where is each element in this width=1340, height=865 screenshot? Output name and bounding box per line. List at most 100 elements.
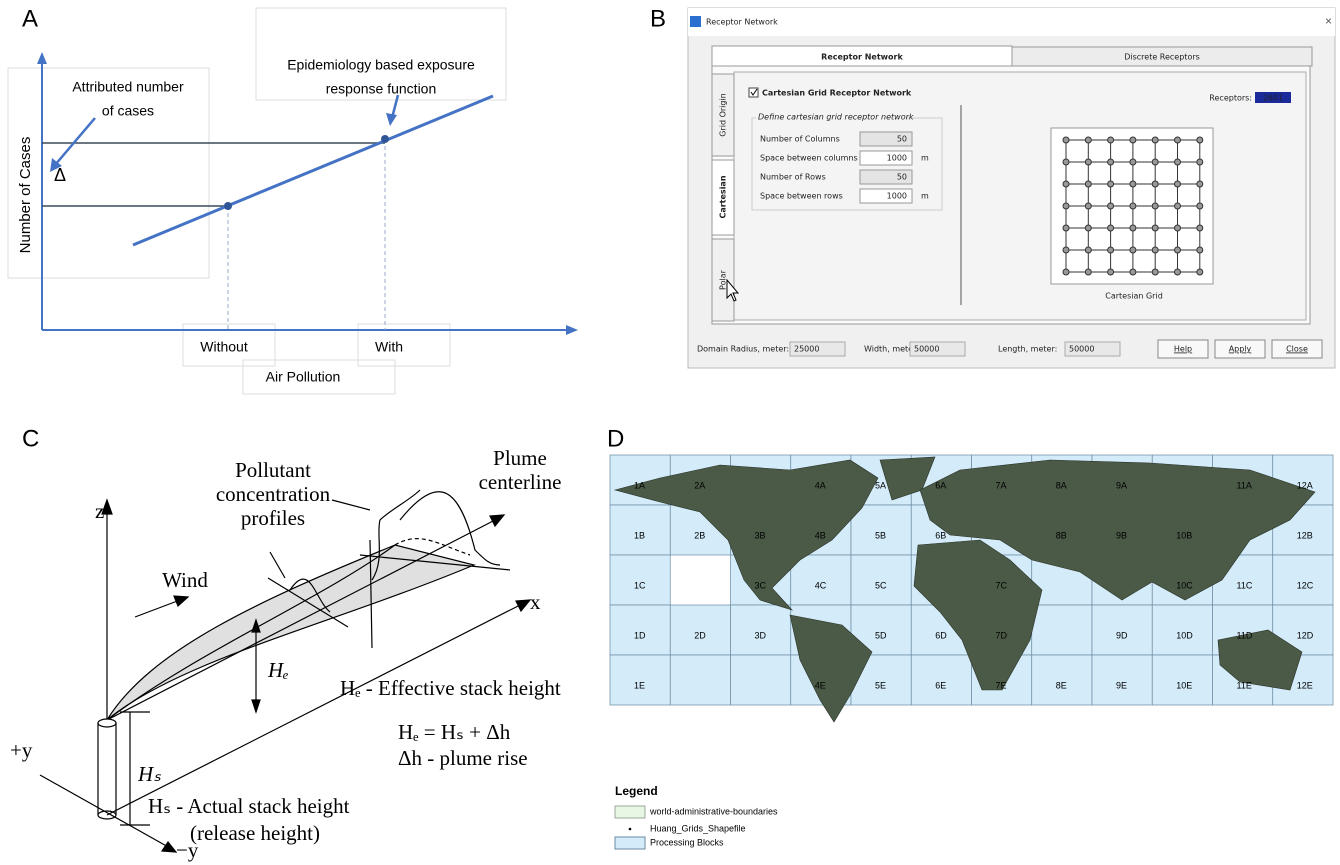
- receptor: [1196, 202, 1204, 210]
- profile: [289, 578, 331, 613]
- arrow: [489, 514, 506, 528]
- processing-block: [1151, 654, 1213, 706]
- receptor: [1174, 136, 1181, 144]
- point: [224, 202, 232, 210]
- receptor: [1129, 246, 1137, 254]
- side-tab: [711, 73, 735, 157]
- processing-block: [850, 504, 912, 556]
- receptor: [1084, 180, 1092, 188]
- receptor: [1174, 224, 1181, 232]
- footer-box: [909, 341, 966, 357]
- cell-label: 3C: [755, 580, 767, 590]
- receptor: [1084, 136, 1092, 144]
- receptor: [1107, 180, 1115, 188]
- field-label: Number of Rows: [760, 173, 826, 182]
- button[interactable]: [1271, 339, 1323, 359]
- cell-label: 1B: [634, 530, 645, 540]
- button-label[interactable]: Close: [1286, 345, 1308, 354]
- cell-label: 2D: [694, 630, 706, 640]
- label: Plume: [493, 446, 547, 470]
- receptor: [1151, 246, 1159, 254]
- window-title: Receptor Network: [706, 18, 778, 27]
- cell-label: 8E: [1056, 680, 1067, 690]
- cell-label: 5B: [875, 530, 886, 540]
- button-label[interactable]: Help: [1174, 345, 1192, 354]
- receptors-value: 2601: [1263, 94, 1283, 103]
- legend-title: Legend: [615, 784, 658, 798]
- cell-label: 9D: [1116, 630, 1128, 640]
- arrow: [251, 618, 261, 633]
- group-label: Define cartesian grid receptor network: [758, 113, 914, 122]
- receptor: [1084, 202, 1092, 210]
- frame: [7, 67, 210, 279]
- processing-block: [609, 604, 671, 656]
- cell-label: 6B: [935, 530, 946, 540]
- panel-c: C z x Pollutant concentration profiles P…: [10, 425, 561, 861]
- processing-block: [1031, 654, 1093, 706]
- centerline: [106, 519, 496, 721]
- receptor: [1196, 180, 1204, 188]
- cell-label: 4E: [815, 680, 826, 690]
- stack-base: [97, 810, 117, 820]
- cell-label: 11D: [1237, 630, 1253, 640]
- caption: Cartesian Grid: [1105, 292, 1163, 301]
- cell-label: 10E: [1176, 680, 1192, 690]
- cell-label: 6A: [935, 480, 946, 490]
- cell-label: 12D: [1297, 630, 1314, 640]
- receptor: [1062, 268, 1070, 276]
- fields: Number of Columns 50 Space between columns…: [760, 131, 929, 204]
- cursor: [726, 278, 740, 302]
- north-america: [613, 459, 879, 611]
- arrow: [173, 595, 190, 608]
- tab-label: Discrete Receptors: [1124, 53, 1200, 62]
- field-label: Number of Columns: [760, 135, 840, 144]
- cell-labels: 1A 2A 4A 5A 6A 7A 8A 9A 11A 12A 1B 2B 3B 4B 5B 6B 8B 9B 10…: [634, 480, 1314, 690]
- cell-label: 11E: [1237, 680, 1252, 690]
- processing-block: [669, 654, 731, 706]
- panel-d: D 1A 2A 4A 5A 6A 7A 8A 9A 11A 12A 1B 2B 3B 4B 5B 6B 8B 9B…: [607, 425, 1334, 850]
- button[interactable]: [1214, 339, 1266, 359]
- cell-label: 10B: [1176, 530, 1192, 540]
- processing-block: [609, 554, 671, 606]
- profile: [394, 538, 471, 556]
- cell-label: 2B: [694, 530, 705, 540]
- cell-label: 7E: [996, 680, 1007, 690]
- receptor: [1129, 202, 1137, 210]
- frame: [182, 323, 276, 367]
- frame: [242, 359, 396, 395]
- receptor: [1151, 268, 1159, 276]
- button[interactable]: [1157, 339, 1209, 359]
- field-box: [859, 131, 913, 147]
- cell-label: 5A: [875, 480, 886, 490]
- side-tab-label: Polar: [719, 269, 728, 290]
- receptor: [1151, 224, 1159, 232]
- label: Δh - plume rise: [398, 746, 528, 770]
- x-tick-label: With: [375, 339, 403, 355]
- axis-label: x: [530, 590, 541, 614]
- africa: [913, 539, 1043, 691]
- footer-value: 50000: [1069, 345, 1094, 354]
- point: [381, 135, 389, 143]
- shape: [39, 489, 532, 853]
- axis-label: −y: [176, 838, 199, 862]
- profile-axis: [369, 539, 373, 649]
- label: Receptors:: [1209, 94, 1252, 103]
- x-tick-label: Without: [200, 339, 248, 355]
- button-label[interactable]: Apply: [1229, 345, 1252, 354]
- cell-label: 1C: [634, 580, 646, 590]
- processing-block: [790, 554, 852, 606]
- side-tab-label: Grid Origin: [719, 93, 728, 137]
- tab-label: Receptor Network: [821, 53, 903, 62]
- label: Hₛ: [137, 762, 161, 786]
- receptor: [1107, 202, 1115, 210]
- cell-label: 1A: [634, 480, 645, 490]
- footer-value: 25000: [794, 345, 819, 354]
- receptor: [1084, 246, 1092, 254]
- cell-label: 8A: [1056, 480, 1067, 490]
- legend-swatch: [614, 836, 646, 850]
- footer: Domain Radius, meter: 25000 Width, meter:5…: [697, 339, 1323, 359]
- wind-arrow: [134, 599, 181, 618]
- cell-label: 8B: [1056, 530, 1067, 540]
- close-icon: ×: [1325, 14, 1332, 28]
- receptor: [1107, 158, 1115, 166]
